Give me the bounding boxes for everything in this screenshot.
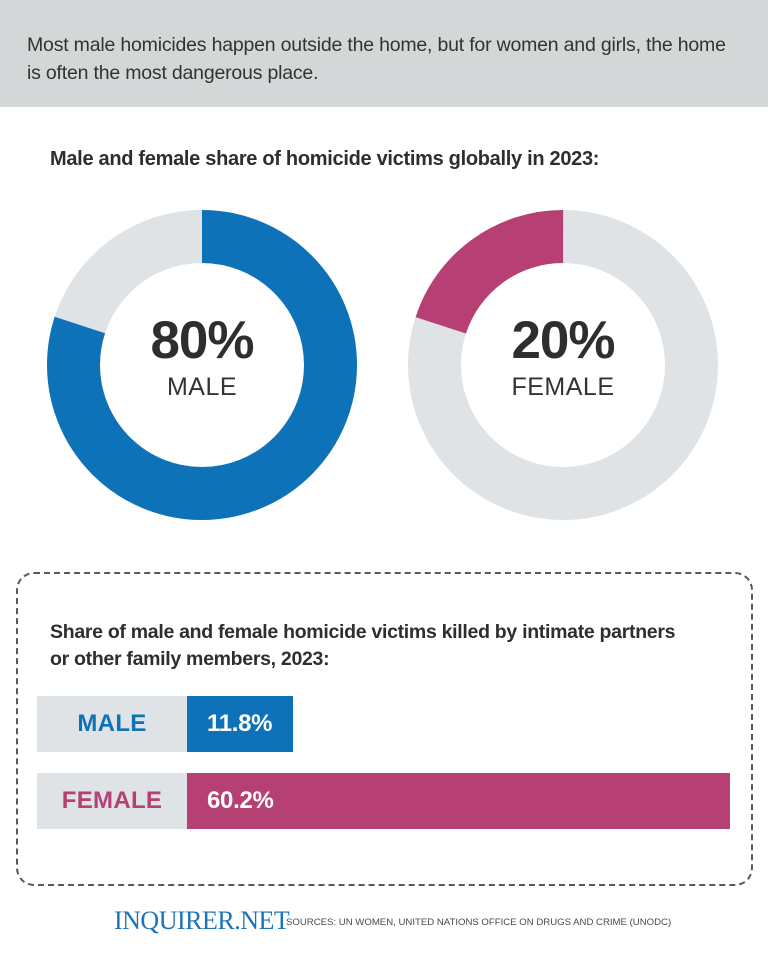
male-donut-segment bbox=[47, 210, 357, 520]
header-text: Most male homicides happen outside the h… bbox=[27, 34, 726, 84]
bar-fill-female: 60.2% bbox=[187, 773, 730, 829]
bar-section-frame bbox=[16, 572, 753, 886]
male-donut-graphic bbox=[47, 210, 357, 520]
sources-text: SOURCES: UN WOMEN, UNITED NATIONS OFFICE… bbox=[286, 917, 672, 928]
female-donut-segment bbox=[408, 210, 718, 520]
male-donut-center: 80% MALE bbox=[46, 209, 358, 521]
inquirer-logo: INQUIRER.NET bbox=[114, 906, 290, 935]
female-donut-graphic bbox=[408, 210, 718, 520]
male-share-label: MALE bbox=[166, 373, 238, 401]
bar-section-title: Share of male and female homicide victim… bbox=[50, 621, 676, 670]
bar-label-female: FEMALE bbox=[37, 773, 187, 829]
bar-row-female: FEMALE 60.2% bbox=[37, 773, 730, 829]
female-share-value: 20% bbox=[511, 311, 615, 370]
bar-label-male: MALE bbox=[37, 696, 187, 752]
female-share-label: FEMALE bbox=[511, 373, 615, 401]
header-band: Most male homicides happen outside the h… bbox=[0, 0, 768, 107]
donut-section-title: Male and female share of homicide victim… bbox=[50, 148, 600, 170]
bar-fill-male: 11.8% bbox=[187, 696, 293, 752]
female-donut-center: 20% FEMALE bbox=[407, 209, 719, 521]
male-share-value: 80% bbox=[150, 311, 254, 370]
female-donut-chart: 20% FEMALE bbox=[407, 209, 719, 521]
male-donut-chart: 80% MALE bbox=[46, 209, 358, 521]
bar-row-male: MALE 11.8% bbox=[37, 696, 293, 752]
